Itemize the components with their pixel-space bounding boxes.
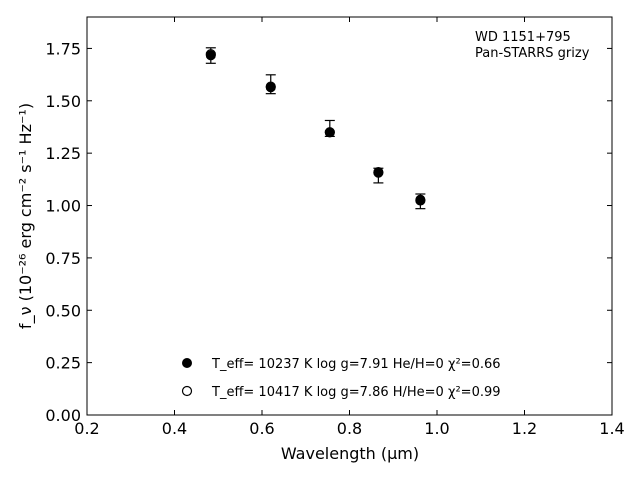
- model-point-filled: [324, 127, 335, 138]
- x-tick-label: 1.0: [424, 419, 449, 438]
- model-point-filled: [265, 82, 276, 93]
- x-axis-label: Wavelength (μm): [281, 444, 419, 463]
- y-axis-label: f_ν (10⁻²⁶ erg cm⁻² s⁻¹ Hz⁻¹): [16, 103, 36, 329]
- y-tick-label: 1.25: [45, 144, 81, 163]
- observed-error-bars: [205, 47, 426, 210]
- model-point-filled: [415, 194, 426, 205]
- model-points: [205, 49, 426, 206]
- y-tick-label: 1.50: [45, 92, 81, 111]
- y-tick-label: 1.00: [45, 197, 81, 216]
- x-tick-label: 0.2: [74, 419, 99, 438]
- annotation-photometry: Pan-STARRS grizy: [475, 46, 590, 61]
- x-tick-label: 0.4: [162, 419, 187, 438]
- legend-marker-open: [181, 385, 193, 397]
- plot-frame: [86, 16, 613, 416]
- legend-label-series-2: T_eff= 10417 K log g=7.86 H/He=0 χ²=0.99: [211, 385, 501, 400]
- y-tick-label: 1.75: [45, 39, 81, 58]
- y-tick-label: 0.25: [45, 354, 81, 373]
- legend-marker-filled: [182, 358, 192, 368]
- x-tick-label: 0.8: [337, 419, 362, 438]
- legend: T_eff= 10237 K log g=7.91 He/H=0 χ²=0.66…: [181, 357, 501, 400]
- x-tick-label: 0.6: [249, 419, 274, 438]
- y-axis-ticks: 0.00 0.25 0.50 0.75 1.00 1.25 1.50 1.75: [45, 39, 612, 425]
- y-tick-label: 0.00: [45, 406, 81, 425]
- annotation-star-name: WD 1151+795: [475, 30, 571, 45]
- x-tick-label: 1.2: [512, 419, 537, 438]
- model-point-filled: [373, 167, 384, 178]
- y-tick-label: 0.75: [45, 249, 81, 268]
- legend-label-series-1: T_eff= 10237 K log g=7.91 He/H=0 χ²=0.66: [211, 357, 501, 372]
- x-tick-label: 1.4: [599, 419, 624, 438]
- y-tick-label: 0.50: [45, 301, 81, 320]
- x-axis-ticks: 0.2 0.4 0.6 0.8 1.0 1.2 1.4: [74, 17, 625, 438]
- model-point-filled: [205, 50, 216, 61]
